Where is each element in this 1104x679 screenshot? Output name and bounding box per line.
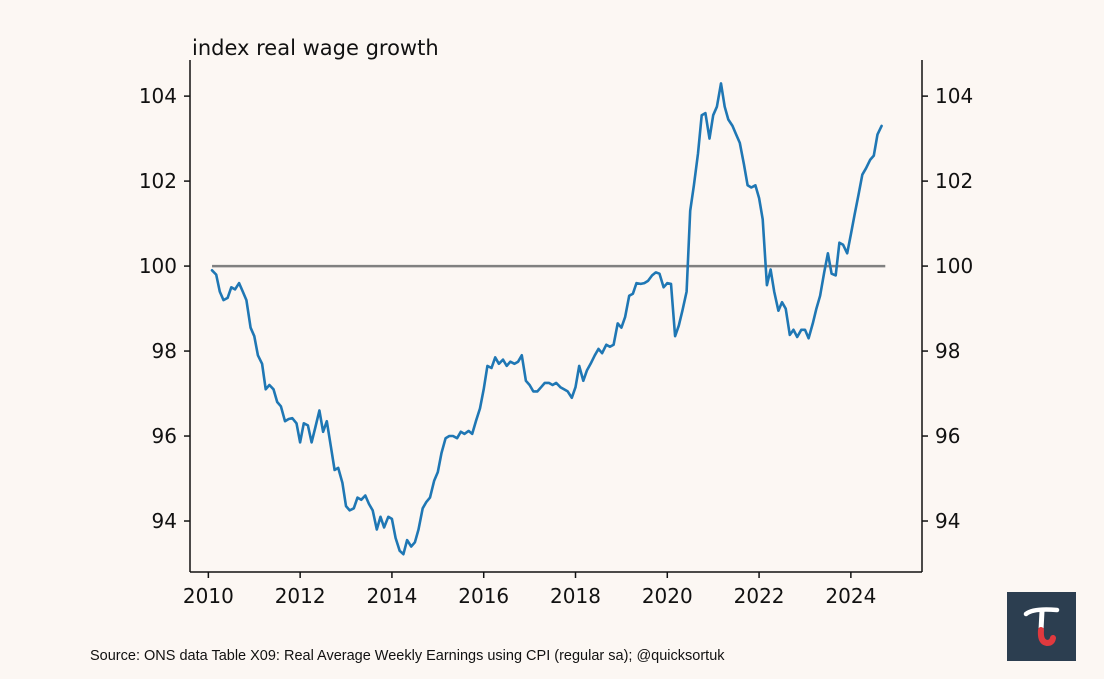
source-note: Source: ONS data Table X09: Real Average… [90,648,725,664]
chart-title: index real wage growth [192,36,439,60]
x-tick-label-2016: 2016 [458,584,509,608]
y-tick-label-left-94: 94 [152,509,177,533]
y-tick-label-left-104: 104 [139,84,177,108]
y-tick-label-right-96: 96 [935,424,960,448]
series-line-0 [210,82,883,556]
x-tick-label-2012: 2012 [275,584,326,608]
y-tick-label-right-102: 102 [935,169,973,193]
y-tick-label-right-94: 94 [935,509,960,533]
y-tick-label-right-100: 100 [935,254,973,278]
x-tick-label-2022: 2022 [734,584,785,608]
tau-logo-icon [1023,607,1060,647]
y-tick-label-left-102: 102 [139,169,177,193]
quicksort-logo [1007,592,1076,661]
y-tick-label-right-104: 104 [935,84,973,108]
y-tick-label-left-100: 100 [139,254,177,278]
x-tick-label-2020: 2020 [642,584,693,608]
y-tick-label-left-98: 98 [152,339,177,363]
x-tick-label-2010: 2010 [183,584,234,608]
x-tick-label-2024: 2024 [825,584,876,608]
y-tick-label-right-98: 98 [935,339,960,363]
y-tick-label-left-96: 96 [152,424,177,448]
x-tick-label-2014: 2014 [366,584,417,608]
x-tick-label-2018: 2018 [550,584,601,608]
